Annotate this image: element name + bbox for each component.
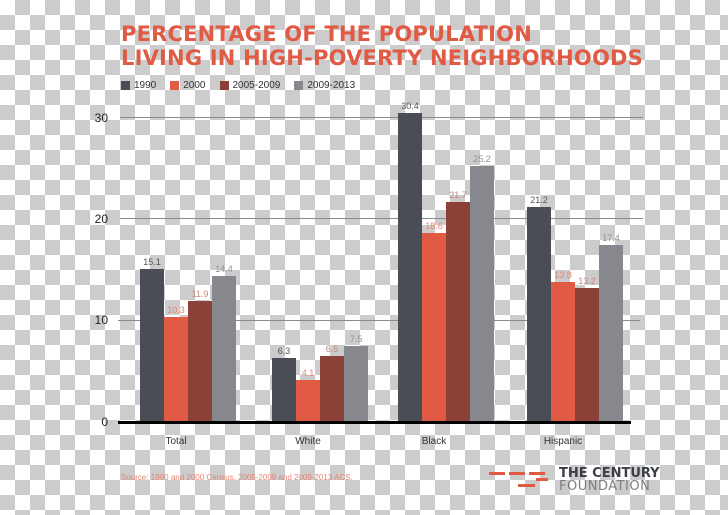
category-label-hispanic: Hispanic — [543, 436, 583, 447]
y-tick-30: 30 — [94, 111, 108, 125]
legend: 1990 2000 2005-2009 2009-2013 — [121, 80, 355, 91]
legend-item-2005-2009: 2005-2009 — [219, 80, 281, 91]
bar-hispanic-1990 — [527, 206, 551, 422]
logo-line-1: THE CENTURY — [559, 466, 660, 481]
value-label: 13.8 — [554, 269, 572, 280]
value-label: 21.7 — [449, 189, 467, 200]
bar-hispanic-2005-2009 — [575, 288, 599, 422]
bar-hispanic-2009-2013 — [599, 245, 623, 422]
gridline-10 — [118, 320, 640, 321]
logo-line-2: FOUNDATION — [559, 479, 651, 494]
bar-white-1990 — [272, 358, 296, 422]
category-label-total: Total — [165, 436, 187, 447]
y-tick-10: 10 — [94, 313, 108, 327]
legend-swatch — [121, 81, 130, 90]
value-label: 21.2 — [530, 194, 548, 205]
bar-black-2009-2013 — [470, 166, 494, 422]
century-foundation-logo: THE CENTURY FOUNDATION — [489, 467, 660, 493]
value-label: 18.6 — [425, 221, 443, 232]
source-note: Source: 1990 and 2000 Census, 2005-2009 … — [121, 473, 353, 482]
bar-white-2000 — [296, 380, 320, 422]
bar-total-2005-2009 — [188, 301, 212, 422]
gridline-20 — [120, 218, 643, 219]
legend-label: 2009-2013 — [307, 80, 356, 91]
category-label-black: Black — [421, 436, 447, 447]
value-label: 6.5 — [325, 344, 339, 355]
value-label: 6.3 — [277, 346, 291, 357]
legend-item-2009-2013: 2009-2013 — [294, 80, 355, 91]
legend-swatch — [219, 81, 229, 90]
legend-swatch — [170, 81, 180, 90]
legend-label: 2000 — [183, 80, 206, 91]
logo-text: THE CENTURY FOUNDATION — [559, 467, 660, 493]
bar-black-1990 — [398, 113, 422, 422]
value-label: 15.1 — [143, 256, 161, 267]
chart-title: PERCENTAGE OF THE POPULATION LIVING IN H… — [121, 22, 643, 70]
legend-label: 2005-2009 — [232, 80, 281, 91]
legend-swatch — [294, 81, 304, 90]
value-label: 14.4 — [215, 263, 233, 274]
chart-title-line-1: PERCENTAGE OF THE POPULATION — [121, 22, 532, 46]
value-label: 25.2 — [473, 154, 491, 165]
bar-white-2005-2009 — [320, 356, 344, 422]
legend-label: 1990 — [134, 80, 157, 91]
value-label: 30.4 — [401, 101, 419, 112]
value-label: 11.9 — [191, 289, 209, 300]
value-label: 13.2 — [578, 276, 596, 287]
legend-item-1990: 1990 — [121, 80, 156, 91]
legend-item-2000: 2000 — [170, 80, 206, 91]
chart-title-line-2: LIVING IN HIGH-POVERTY NEIGHBORHOODS — [121, 46, 643, 70]
bar-black-2000 — [422, 233, 446, 422]
bar-total-1990 — [140, 268, 164, 422]
category-label-white: White — [295, 436, 321, 447]
value-label: 7.5 — [349, 333, 363, 344]
logo-mark-icon — [489, 469, 551, 491]
value-label: 17.4 — [602, 233, 620, 244]
bar-hispanic-2000 — [551, 281, 575, 422]
bar-white-2009-2013 — [344, 345, 368, 422]
bar-total-2000 — [164, 317, 188, 422]
y-tick-20: 20 — [94, 212, 108, 226]
bar-total-2009-2013 — [212, 275, 236, 422]
x-axis-baseline — [118, 421, 631, 424]
value-label: 10.3 — [167, 305, 185, 316]
bar-black-2005-2009 — [446, 201, 470, 422]
value-label: 4.1 — [301, 368, 315, 379]
y-tick-0: 0 — [101, 415, 108, 429]
gridline-30 — [120, 117, 643, 118]
